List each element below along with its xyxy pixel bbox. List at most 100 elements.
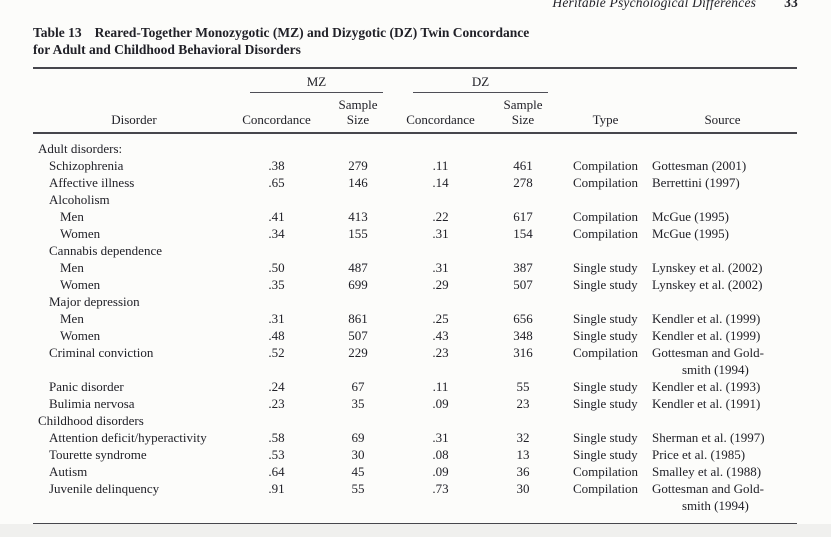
source-line: Gottesman and Gold- (652, 481, 764, 496)
source-line: Gottesman (2001) (652, 158, 747, 173)
source-cell: Lynskey et al. (2002) (648, 276, 797, 293)
disorder-cell: Attention deficit/hyperactivity (49, 430, 207, 445)
disorder-cell: Cannabis dependence (49, 243, 162, 258)
source-continuation-line: smith (1994) (682, 498, 749, 513)
source-cell (648, 133, 797, 157)
source-cell (648, 191, 797, 208)
mz-concordance-cell: .23 (268, 396, 285, 411)
disorder-cell: Women (60, 328, 101, 343)
mz-sample-size-cell: 279 (348, 158, 368, 173)
disorder-cell: Men (60, 209, 84, 224)
dz-sample-size-cell: 55 (516, 379, 530, 394)
source-line: Kendler et al. (1993) (652, 379, 761, 394)
dz-concordance-cell (398, 242, 483, 259)
dz-concordance-cell: .09 (432, 464, 449, 479)
source-cell: Gottesman and Gold-smith (1994) (648, 480, 797, 524)
dz-concordance-cell: .29 (432, 277, 449, 292)
mz-sample-size-cell: 487 (348, 260, 368, 275)
mz-sample-size-cell (318, 191, 398, 208)
type-cell: Compilation (573, 209, 638, 224)
table-row: Men .41 413 .22 617 Compilation McGue (1995) (33, 208, 797, 225)
table-row: Affective illness .65 146 .14 278 Compilation… (33, 174, 797, 191)
caption-title-line2: for Adult and Childhood Behavioral Disor… (33, 41, 301, 57)
type-cell: Compilation (573, 345, 638, 360)
mz-concordance-cell: .34 (268, 226, 285, 241)
dz-sample-size-cell (483, 242, 563, 259)
dz-sample-size-cell (483, 133, 563, 157)
source-cell: Sherman et al. (1997) (648, 429, 797, 446)
dz-sample-size-cell: 13 (516, 447, 530, 462)
column-header-row: Disorder Concordance Sample Size Concord… (33, 94, 797, 134)
type-cell: Compilation (573, 481, 638, 496)
source-cell: Gottesman and Gold-smith (1994) (648, 344, 797, 378)
type-cell: Single study (573, 277, 638, 292)
table-row: Tourette syndrome .53 30 .08 13 Single study P… (33, 446, 797, 463)
source-cell: Kendler et al. (1991) (648, 395, 797, 412)
type-cell: Compilation (573, 175, 638, 190)
dz-concordance-cell: .25 (432, 311, 449, 326)
mz-concordance-cell: .53 (268, 447, 285, 462)
dz-sample-size-cell: 656 (513, 311, 533, 326)
dz-group-label: DZ (413, 74, 548, 93)
disorder-cell: Bulimia nervosa (49, 396, 135, 411)
mz-concordance-cell: .41 (268, 209, 285, 224)
disorder-cell: Men (60, 260, 84, 275)
dz-sample-size-cell: 348 (513, 328, 533, 343)
dz-sample-size-cell (483, 191, 563, 208)
spanner-spacer (648, 67, 797, 94)
table-row: Men .31 861 .25 656 Single study Kendler et al… (33, 310, 797, 327)
dz-concordance-cell: .23 (432, 345, 449, 360)
type-cell: Single study (573, 311, 638, 326)
running-head-title: Heritable Psychological Differences (552, 0, 757, 10)
disorder-cell: Women (60, 226, 101, 241)
dz-sample-size-cell: 387 (513, 260, 533, 275)
mz-sample-size-cell: 146 (348, 175, 368, 190)
source-cell: Smalley et al. (1988) (648, 463, 797, 480)
dz-concordance-cell: .73 (432, 481, 449, 496)
dz-concordance-cell (398, 293, 483, 310)
col-header-type: Type (563, 94, 648, 134)
mz-sample-size-cell: 155 (348, 226, 368, 241)
source-line: Berrettini (1997) (652, 175, 740, 190)
type-cell: Compilation (573, 464, 638, 479)
col-header-dz-sample-size: Sample Size (483, 94, 563, 134)
mz-sample-size-cell: 45 (351, 464, 365, 479)
disorder-cell: Juvenile delinquency (49, 481, 160, 496)
mz-concordance-cell: .91 (268, 481, 285, 496)
disorder-cell: Panic disorder (49, 379, 124, 394)
page-number: 33 (784, 0, 798, 10)
table-body: Adult disorders: Schizophrenia .38 279 .11 46… (33, 133, 797, 524)
mz-concordance-cell (235, 412, 318, 429)
mz-concordance-cell (235, 242, 318, 259)
dz-concordance-cell: .14 (432, 175, 449, 190)
disorder-cell: Women (60, 277, 101, 292)
source-line: Kendler et al. (1999) (652, 328, 761, 343)
source-line: McGue (1995) (652, 226, 729, 241)
mz-sample-size-cell: 55 (351, 481, 365, 496)
disorder-cell: Affective illness (49, 175, 135, 190)
section-row: Adult disorders: (33, 133, 797, 157)
mz-concordance-cell: .31 (268, 311, 285, 326)
spanner-spacer (563, 67, 648, 94)
source-cell: Berrettini (1997) (648, 174, 797, 191)
source-line: Price et al. (1985) (652, 447, 746, 462)
concordance-table: MZ DZ Disorder Concordance Sample Size C… (33, 67, 797, 525)
type-cell: Single study (573, 379, 638, 394)
source-cell (648, 293, 797, 310)
mz-sample-size-cell (318, 412, 398, 429)
col-header-disorder: Disorder (33, 94, 235, 134)
source-line: Lynskey et al. (2002) (652, 277, 763, 292)
type-cell: Compilation (573, 158, 638, 173)
section-row: Major depression (33, 293, 797, 310)
type-cell: Single study (573, 396, 638, 411)
mz-group-label: MZ (250, 74, 383, 93)
mz-concordance-cell: .24 (268, 379, 285, 394)
source-cell: Price et al. (1985) (648, 446, 797, 463)
mz-concordance-cell: .48 (268, 328, 285, 343)
table-row: Autism .64 45 .09 36 Compilation Smalley et al… (33, 463, 797, 480)
mz-sample-size-cell: 699 (348, 277, 368, 292)
dz-concordance-cell: .11 (432, 158, 449, 173)
dz-concordance-cell (398, 412, 483, 429)
section-row: Cannabis dependence (33, 242, 797, 259)
disorder-cell: Childhood disorders (38, 413, 144, 428)
